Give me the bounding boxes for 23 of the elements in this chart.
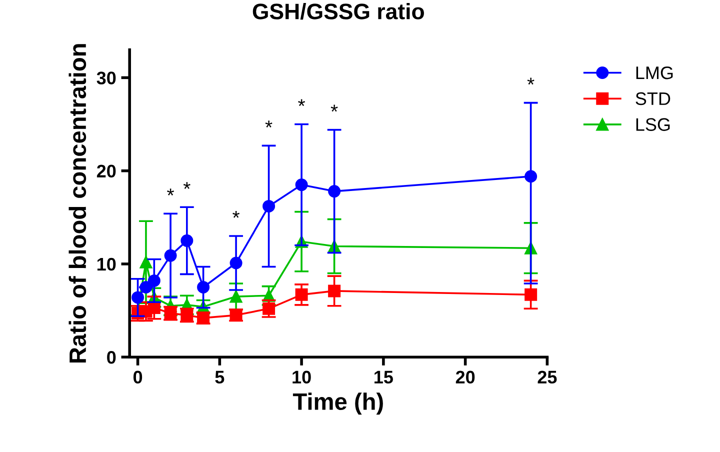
x-tick-label: 0 <box>133 370 142 384</box>
annotation: * <box>330 104 338 112</box>
y-tick-label: 10 <box>97 258 116 271</box>
legend-label: STD <box>636 92 670 106</box>
annotation: * <box>265 120 272 128</box>
annotation: * <box>527 78 534 85</box>
annotation: * <box>298 99 306 106</box>
y-tick-label: 30 <box>96 72 116 84</box>
legend-label: LMG <box>636 66 673 80</box>
x-axis-title: Time (h) <box>292 392 383 415</box>
y-axis-title: Ratio of blood concentration <box>68 44 86 362</box>
y-tick-label: 0 <box>107 351 116 364</box>
x-tick-label: 10 <box>292 370 311 384</box>
x-tick-label: 25 <box>538 370 557 384</box>
legend-label: LSG <box>636 118 670 131</box>
y-tick-label: 20 <box>96 164 116 178</box>
chart-title: GSH/GSSG ratio <box>252 3 424 20</box>
annotation: * <box>167 188 174 196</box>
x-tick-label: 20 <box>456 370 475 384</box>
annotation: * <box>183 182 190 189</box>
annotation: * <box>232 210 240 218</box>
x-tick-label: 15 <box>374 370 393 384</box>
x-tick-label: 5 <box>215 370 224 384</box>
